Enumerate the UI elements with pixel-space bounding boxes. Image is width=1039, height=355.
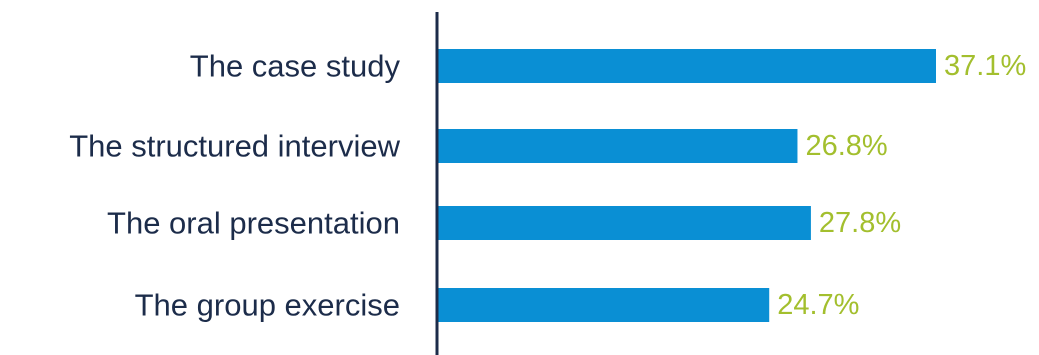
- value-label: 27.8%: [819, 207, 901, 239]
- chart-marks: The case study 37.1% The structured interv…: [69, 49, 1026, 323]
- value-label: 37.1%: [944, 50, 1026, 82]
- value-label: 26.8%: [805, 130, 887, 162]
- category-label: The group exercise: [135, 288, 400, 323]
- bar: [437, 129, 798, 163]
- bar: [437, 49, 936, 83]
- category-label: The structured interview: [69, 129, 400, 164]
- category-label: The case study: [190, 49, 401, 84]
- bar: [437, 288, 770, 322]
- value-label: 24.7%: [777, 289, 859, 321]
- bar: [437, 206, 811, 240]
- category-label: The oral presentation: [107, 206, 400, 241]
